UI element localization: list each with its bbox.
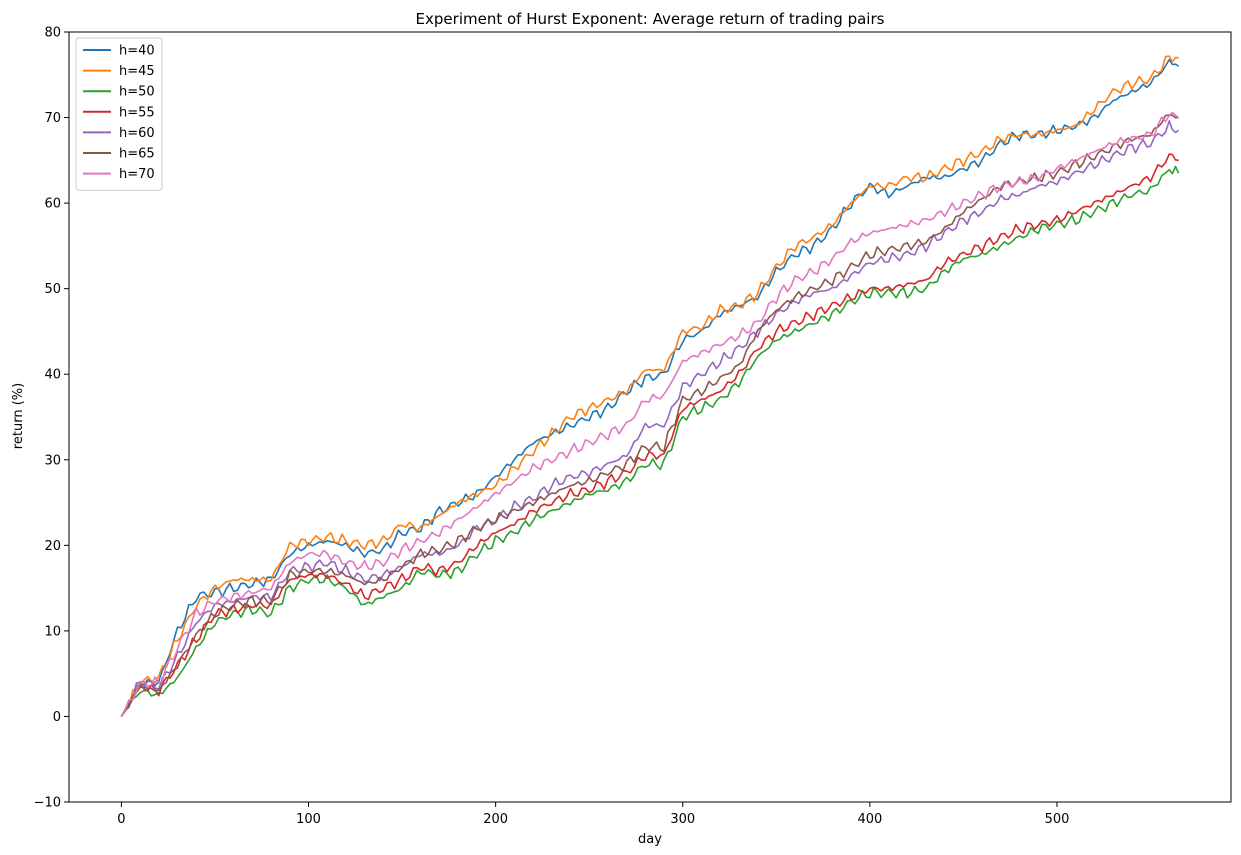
chart-title: Experiment of Hurst Exponent: Average re… bbox=[416, 10, 885, 28]
y-tick-label: 30 bbox=[44, 453, 61, 468]
series-line-h-45 bbox=[120, 55, 1179, 717]
x-tick-label: 0 bbox=[117, 812, 125, 827]
legend-label: h=60 bbox=[119, 126, 155, 141]
legend-label: h=65 bbox=[119, 147, 155, 162]
y-tick-label: 10 bbox=[44, 624, 61, 639]
series-line-h-50 bbox=[120, 165, 1180, 717]
x-tick-label: 300 bbox=[670, 812, 695, 827]
x-tick-label: 400 bbox=[857, 812, 882, 827]
x-tick-label: 200 bbox=[483, 812, 508, 827]
y-tick-label: 40 bbox=[44, 368, 61, 383]
series-line-h-70 bbox=[120, 111, 1180, 717]
y-tick-label: 70 bbox=[44, 111, 61, 126]
legend: h=40 h=45 h=50 h=55 h=60 h=65 h=70 bbox=[75, 37, 163, 191]
x-axis: 0 100 200 300 400 500 bbox=[117, 802, 1069, 827]
legend-label: h=45 bbox=[119, 64, 155, 79]
x-tick-label: 500 bbox=[1045, 812, 1070, 827]
x-tick-label: 100 bbox=[296, 812, 321, 827]
plot-area bbox=[68, 31, 1232, 803]
x-axis-label: day bbox=[638, 832, 662, 847]
series-layer bbox=[120, 55, 1180, 717]
y-tick-label: 60 bbox=[44, 197, 61, 212]
plot-frame bbox=[68, 31, 1232, 803]
legend-label: h=55 bbox=[119, 105, 155, 120]
y-tick-label: −10 bbox=[34, 796, 61, 811]
y-axis-label: return (%) bbox=[11, 383, 26, 449]
y-tick-label: 20 bbox=[44, 539, 61, 554]
legend-label: h=50 bbox=[119, 85, 155, 100]
y-tick-label: 0 bbox=[53, 710, 61, 725]
y-tick-label: 50 bbox=[44, 282, 61, 297]
legend-label: h=70 bbox=[119, 167, 155, 182]
series-line-h-65 bbox=[120, 114, 1179, 717]
y-tick-label: 80 bbox=[44, 26, 61, 41]
series-line-h-60 bbox=[120, 120, 1180, 717]
legend-label: h=40 bbox=[119, 44, 155, 59]
y-axis: −10 0 10 20 30 40 50 60 70 80 bbox=[34, 26, 69, 811]
